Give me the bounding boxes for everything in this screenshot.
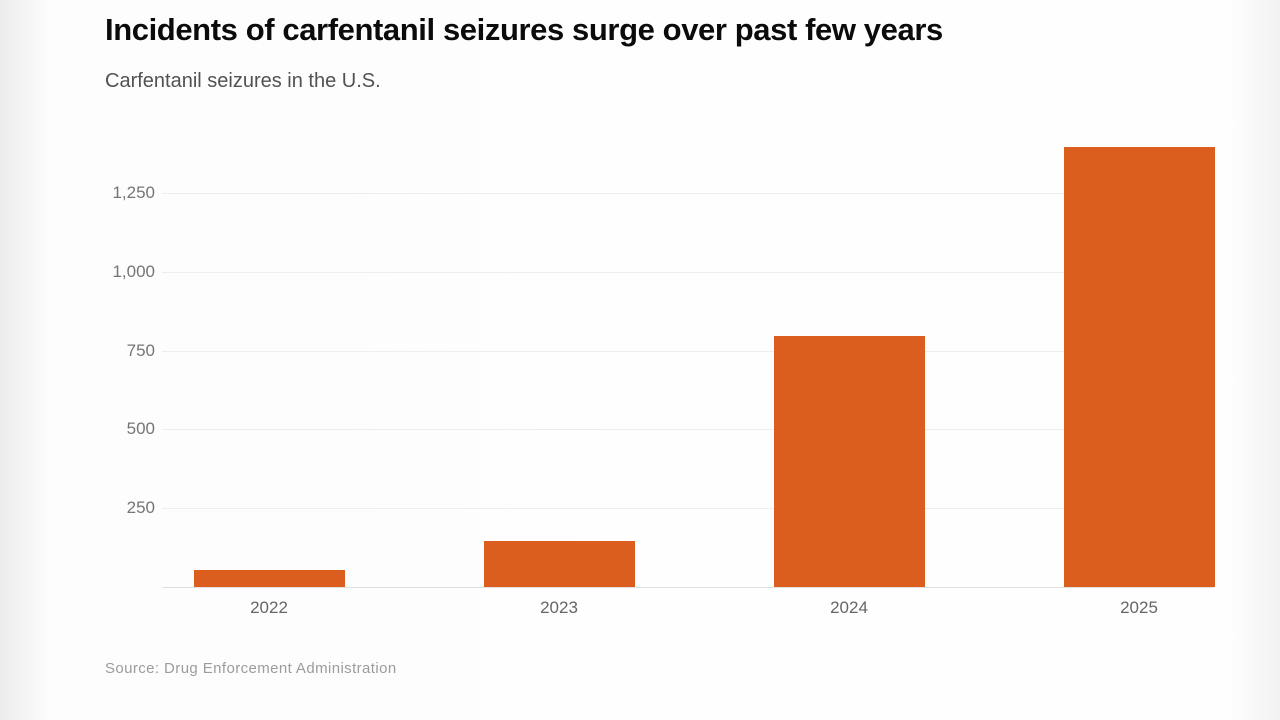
- gridline-500: [162, 429, 1214, 431]
- y-tick-label-750: 750: [126, 340, 155, 360]
- bar-2024: [773, 336, 925, 587]
- chart-subtitle: Carfentanil seizures in the U.S.: [105, 70, 381, 92]
- x-axis-baseline: [162, 587, 1214, 588]
- gridline-750: [162, 350, 1214, 352]
- bar-2025: [1063, 147, 1215, 587]
- x-tick-label-2022: 2022: [250, 598, 288, 617]
- gridline-250: [162, 508, 1214, 510]
- chart-title: Incidents of carfentanil seizures surge …: [105, 12, 943, 47]
- y-tick-label-1000: 1,000: [112, 261, 155, 281]
- bar-2022: [193, 570, 345, 587]
- gridline-1000: [162, 271, 1214, 273]
- y-tick-label-250: 250: [126, 498, 155, 518]
- bar-2023: [483, 541, 635, 587]
- y-tick-label-500: 500: [126, 419, 155, 439]
- y-tick-label-1250: 1,250: [112, 183, 155, 202]
- gridline-1250: [162, 193, 1214, 194]
- source-note: Source: Drug Enforcement Administration: [105, 660, 397, 677]
- x-tick-label-2024: 2024: [830, 598, 868, 617]
- x-tick-label-2023: 2023: [540, 598, 578, 617]
- x-tick-label-2025: 2025: [1120, 598, 1158, 617]
